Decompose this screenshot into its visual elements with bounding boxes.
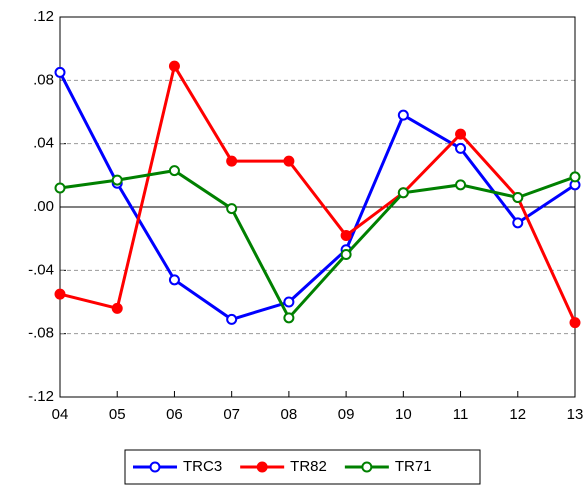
y-tick-label: .12 [33, 8, 54, 25]
y-tick-label: .00 [33, 198, 54, 215]
series-line [59, 169, 576, 321]
data-point [512, 192, 524, 203]
data-point [54, 288, 66, 300]
x-tick-label: 11 [453, 406, 469, 423]
data-point [111, 174, 123, 186]
x-tick-label: 06 [166, 406, 183, 423]
data-point [168, 274, 180, 286]
y-tick-label: -.12 [28, 388, 54, 405]
data-point [340, 249, 352, 260]
data-point [455, 179, 467, 191]
x-tick-label: 07 [223, 406, 240, 423]
y-tick-label: .08 [33, 71, 54, 88]
data-point [226, 155, 238, 167]
y-tick-label: -.04 [28, 261, 54, 278]
data-point [283, 296, 295, 308]
data-point [455, 142, 467, 154]
legend-label: TR82 [290, 458, 327, 475]
x-tick-label: 13 [567, 406, 584, 423]
data-point [397, 187, 409, 199]
data-point [168, 60, 180, 72]
legend-box [124, 449, 481, 485]
series-line [58, 71, 576, 322]
legend-label: TRC3 [183, 458, 222, 475]
series-line [59, 62, 577, 324]
x-tick-label: 04 [52, 406, 69, 423]
plot-frame [59, 16, 576, 398]
data-point [54, 66, 66, 78]
data-point [569, 317, 581, 329]
data-point [512, 217, 524, 229]
x-tick-label: 09 [338, 406, 355, 423]
data-point [226, 313, 238, 325]
legend-marker [256, 461, 268, 473]
data-point [340, 230, 352, 241]
data-point [168, 165, 180, 177]
data-point [283, 155, 295, 167]
data-point [569, 171, 581, 183]
x-tick-label: 08 [281, 406, 298, 423]
x-tick-label: 12 [509, 406, 526, 423]
x-tick-label: 05 [109, 406, 126, 423]
y-tick-label: -.08 [28, 325, 54, 342]
x-tick-label: 10 [395, 406, 412, 423]
legend-label: TR71 [395, 458, 432, 475]
data-point [455, 128, 467, 140]
data-point [283, 312, 295, 324]
legend-marker [361, 461, 373, 473]
data-point [54, 182, 66, 194]
legend-marker [149, 461, 161, 473]
data-point [111, 302, 123, 314]
data-point [397, 109, 409, 121]
y-tick-label: .04 [33, 135, 54, 152]
data-point [226, 203, 238, 215]
